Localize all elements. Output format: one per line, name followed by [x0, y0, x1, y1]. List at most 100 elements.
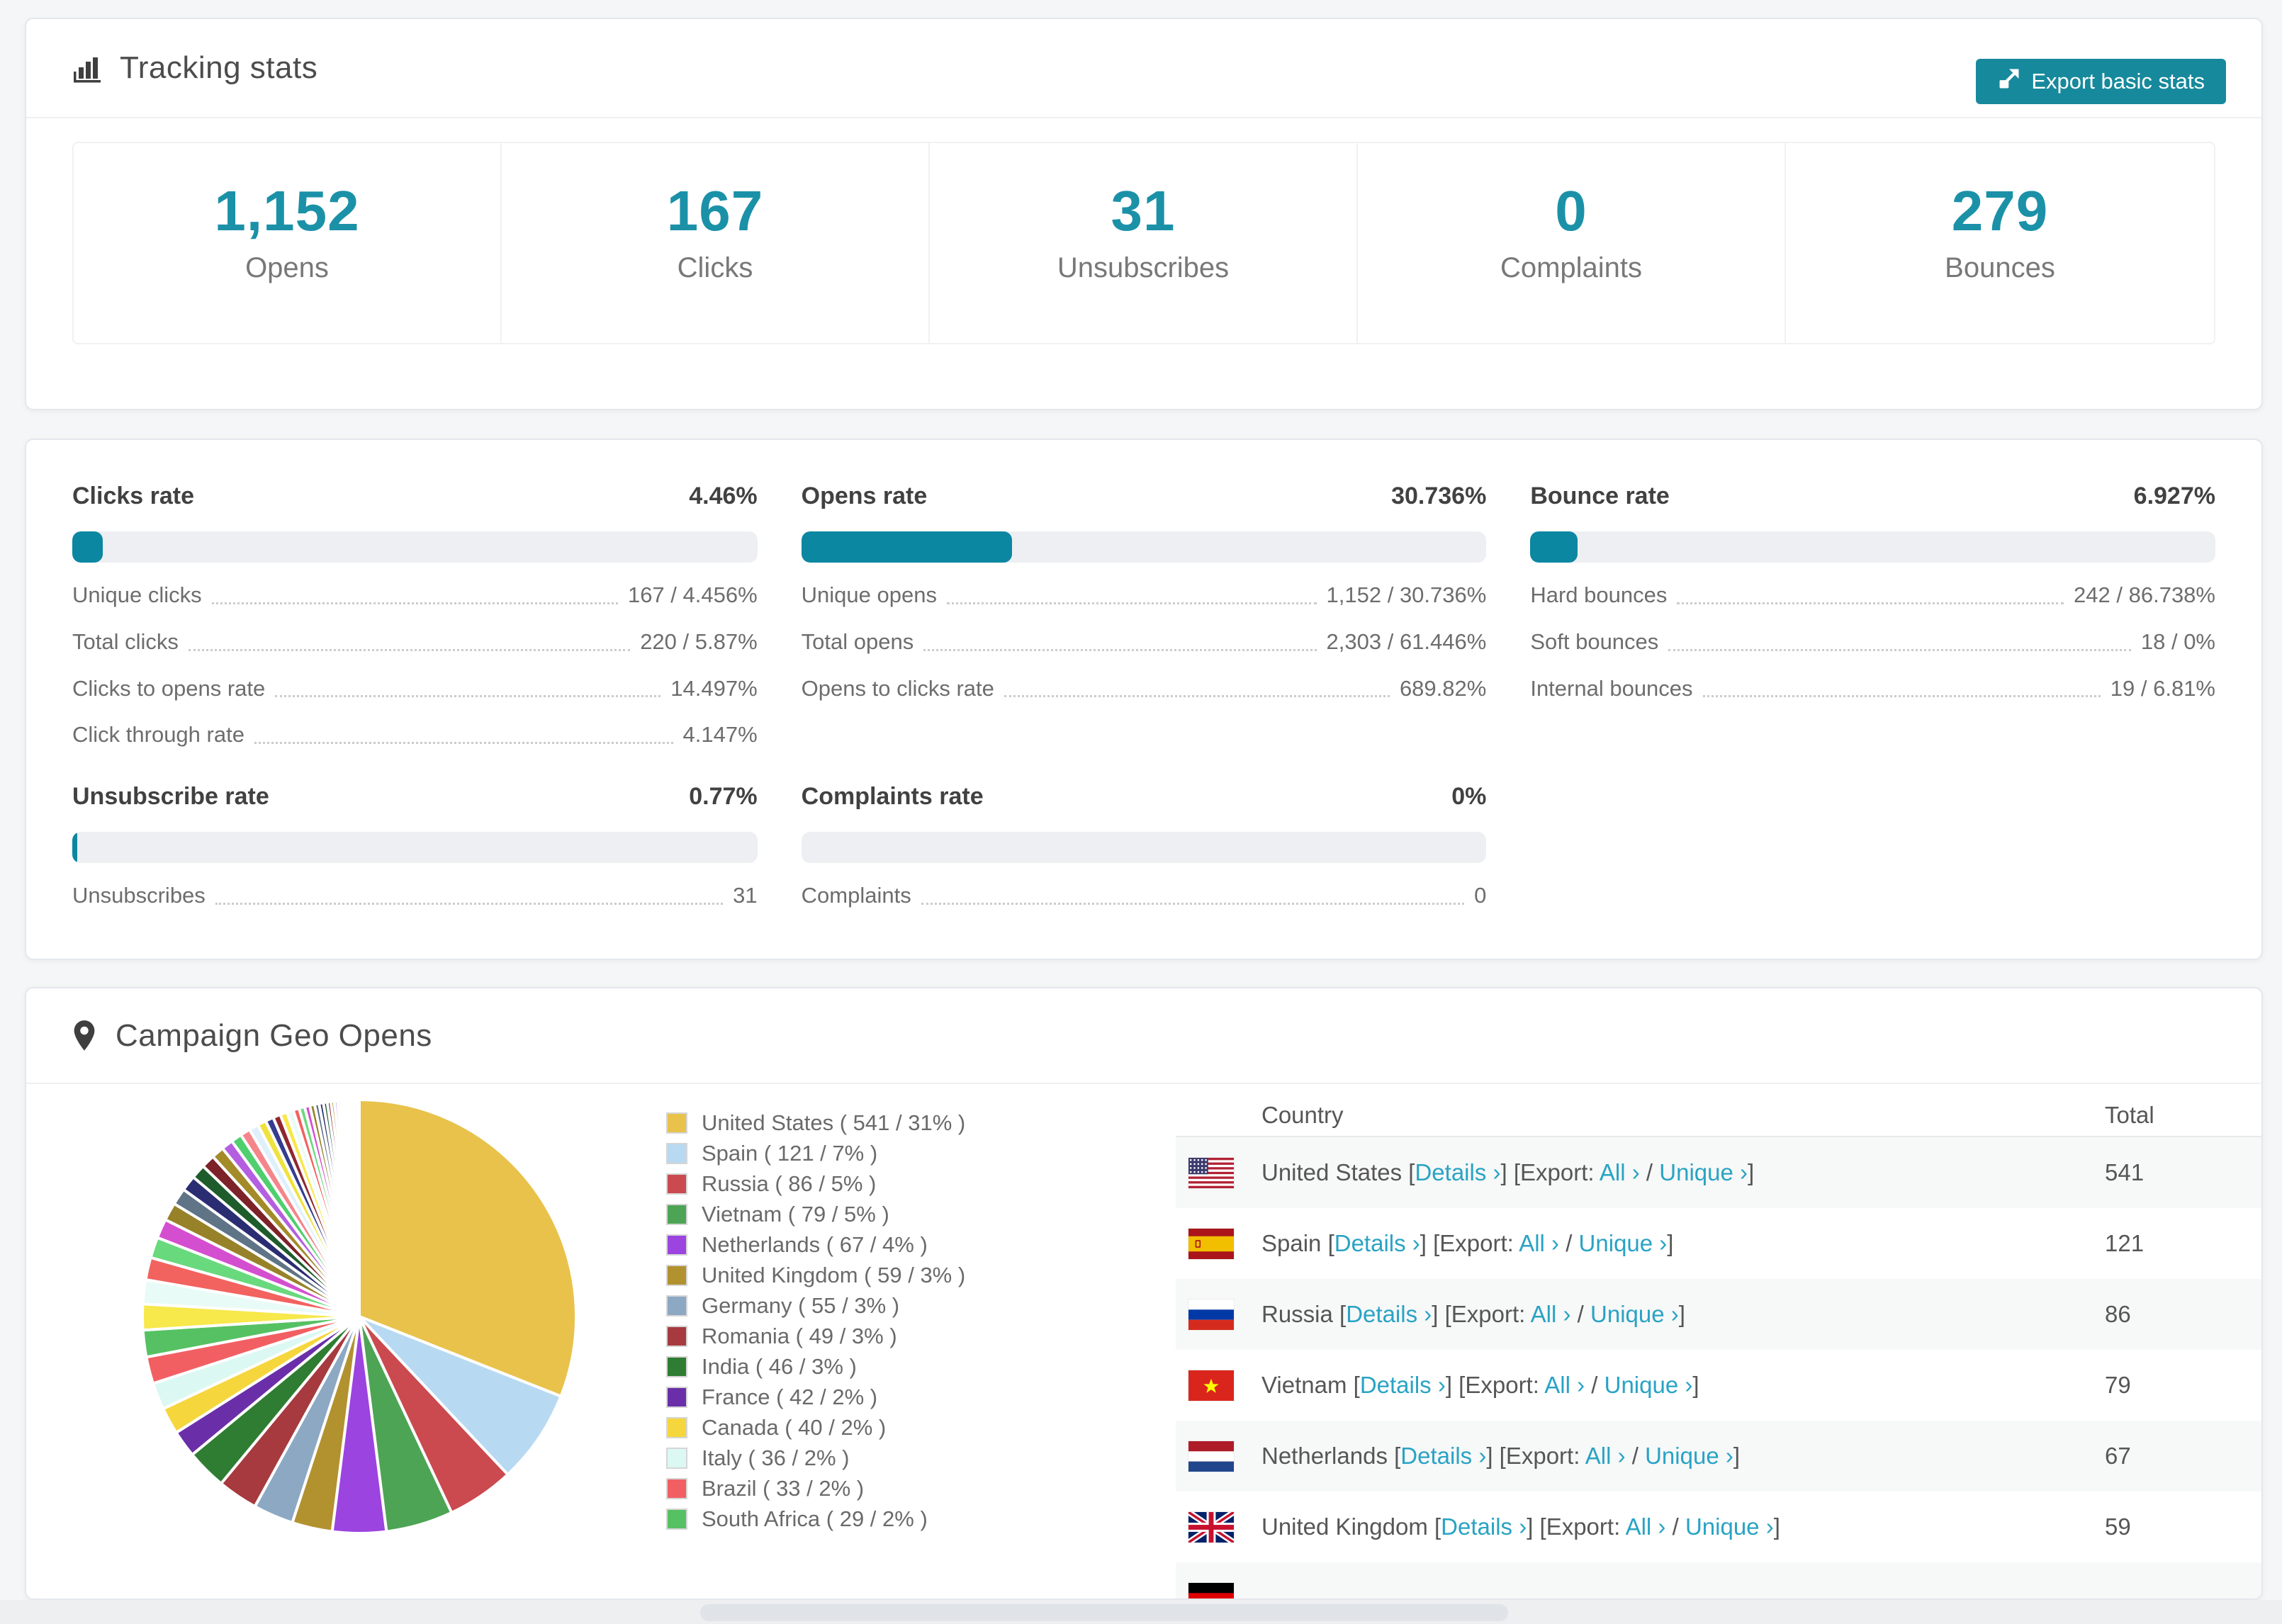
export-all-link[interactable]: All ›: [1625, 1513, 1666, 1540]
details-link[interactable]: Details ›: [1346, 1301, 1432, 1327]
country-name: Vietnam: [1261, 1372, 1347, 1398]
total-cell: 79: [2105, 1372, 2131, 1398]
page-bottom-strip: [0, 1600, 2282, 1624]
pie-slice-other-39[interactable]: [356, 1098, 361, 1318]
legend-item-brazil[interactable]: Brazil ( 33 / 2% ): [666, 1473, 965, 1504]
bottom-scrollbar[interactable]: [700, 1604, 1508, 1621]
legend-label: Brazil ( 33 / 2% ): [702, 1475, 865, 1501]
legend-item-romania[interactable]: Romania ( 49 / 3% ): [666, 1321, 965, 1351]
rate-progress-bar: [801, 832, 1487, 863]
export-all-link[interactable]: All ›: [1519, 1230, 1560, 1256]
export-unique-link[interactable]: Unique ›: [1685, 1513, 1774, 1540]
legend-item-russia[interactable]: Russia ( 86 / 5% ): [666, 1168, 965, 1199]
dotted-leader: [188, 648, 631, 651]
legend-item-germany[interactable]: Germany ( 55 / 3% ): [666, 1290, 965, 1321]
geo-pie-chart[interactable]: [118, 1076, 600, 1557]
stat-label: Bounces: [1945, 252, 2055, 283]
legend-swatch: [666, 1416, 687, 1438]
rate-row-label: Total clicks: [72, 628, 179, 654]
top-stats-grid: 1,152 Opens 167 Clicks 31 Unsubscribes 0 Compla…: [72, 142, 2215, 344]
details-link[interactable]: Details ›: [1334, 1230, 1420, 1256]
stat-value: 279: [1951, 179, 2049, 242]
total-cell: 121: [2105, 1230, 2145, 1256]
complaints-rate-block: Complaints rate 0% Complaints 0: [801, 783, 1487, 910]
details-link[interactable]: Details ›: [1415, 1159, 1501, 1185]
details-link[interactable]: Details ›: [1359, 1372, 1446, 1398]
rate-row-label: Unique clicks: [72, 582, 202, 607]
stat-value: 0: [1555, 179, 1587, 242]
rate-row-label: Soft bounces: [1530, 628, 1659, 654]
opens-rate-block: Opens rate 30.736% Unique opens 1,152 / 30.…: [801, 483, 1487, 749]
export-all-link[interactable]: All ›: [1585, 1443, 1626, 1469]
legend-item-united-states[interactable]: United States ( 541 / 31% ): [666, 1107, 965, 1138]
total-cell: 86: [2105, 1301, 2131, 1327]
legend-item-india[interactable]: India ( 46 / 3% ): [666, 1351, 965, 1382]
export-basic-stats-button[interactable]: Export basic stats: [1976, 59, 2226, 104]
legend-item-south-africa[interactable]: South Africa ( 29 / 2% ): [666, 1504, 965, 1534]
country-cell: United States [Details ›] [Export: All ›…: [1261, 1159, 1755, 1185]
export-unique-link[interactable]: Unique ›: [1659, 1159, 1748, 1185]
export-unique-link[interactable]: Unique ›: [1645, 1443, 1733, 1469]
gb-flag-icon: [1188, 1511, 1234, 1543]
legend-item-canada[interactable]: Canada ( 40 / 2% ): [666, 1412, 965, 1443]
geo-title: Campaign Geo Opens: [116, 1017, 432, 1053]
legend-label: Vietnam ( 79 / 5% ): [702, 1201, 889, 1227]
legend-swatch: [666, 1295, 687, 1316]
rate-row-value: 220 / 5.87%: [640, 628, 758, 654]
legend-item-united-kingdom[interactable]: United Kingdom ( 59 / 3% ): [666, 1260, 965, 1290]
legend-swatch: [666, 1203, 687, 1225]
rate-row-label: Opens to clicks rate: [801, 675, 994, 701]
rate-row-value: 2,303 / 61.446%: [1326, 628, 1487, 654]
rate-row-value: 14.497%: [670, 675, 758, 701]
column-header-country: Country: [1261, 1102, 1344, 1128]
rates-grid: Clicks rate 4.46% Unique clicks 167 / 4.456…: [72, 483, 2215, 910]
rate-value: 6.927%: [2133, 483, 2215, 509]
dotted-leader: [1677, 602, 2064, 604]
dotted-leader: [1702, 695, 2101, 698]
export-unique-link[interactable]: Unique ›: [1604, 1372, 1693, 1398]
country-cell: Russia [Details ›] [Export: All › / Uniq…: [1261, 1301, 1685, 1327]
country-cell: Vietnam [Details ›] [Export: All › / Uni…: [1261, 1372, 1699, 1398]
legend-item-netherlands[interactable]: Netherlands ( 67 / 4% ): [666, 1229, 965, 1260]
tracking-stats-card: Tracking stats Export basic stats 1,152 O…: [25, 18, 2263, 410]
legend-label: Russia ( 86 / 5% ): [702, 1171, 877, 1196]
card-title: Tracking stats: [120, 50, 318, 85]
clicks-rate-block: Clicks rate 4.46% Unique clicks 167 / 4.456…: [72, 483, 758, 749]
dotted-leader: [211, 602, 618, 604]
pie-slice-spain[interactable]: [358, 1315, 563, 1477]
export-unique-link[interactable]: Unique ›: [1590, 1301, 1679, 1327]
dotted-leader: [921, 902, 1465, 905]
legend-item-spain[interactable]: Spain ( 121 / 7% ): [666, 1138, 965, 1168]
export-all-link[interactable]: All ›: [1599, 1159, 1640, 1185]
rate-row-label: Complaints: [801, 883, 911, 908]
export-all-link[interactable]: All ›: [1544, 1372, 1585, 1398]
legend-label: United States ( 541 / 31% ): [702, 1110, 966, 1135]
rate-row-value: 242 / 86.738%: [2074, 582, 2215, 607]
rate-value: 4.46%: [689, 483, 758, 509]
dotted-leader: [275, 695, 661, 698]
rate-row-value: 31: [733, 883, 758, 908]
pie-legend: United States ( 541 / 31% ) Spain ( 121 /…: [666, 1107, 965, 1534]
legend-label: India ( 46 / 3% ): [702, 1353, 857, 1379]
legend-item-vietnam[interactable]: Vietnam ( 79 / 5% ): [666, 1199, 965, 1229]
rate-value: 30.736%: [1391, 483, 1487, 509]
legend-item-france[interactable]: France ( 42 / 2% ): [666, 1382, 965, 1412]
legend-swatch: [666, 1234, 687, 1256]
campaign-geo-opens-card: Campaign Geo Opens United States ( 541 /…: [25, 987, 2263, 1600]
rate-value: 0.77%: [689, 783, 758, 810]
details-link[interactable]: Details ›: [1400, 1443, 1487, 1469]
details-link[interactable]: Details ›: [1441, 1513, 1527, 1540]
legend-item-italy[interactable]: Italy ( 36 / 2% ): [666, 1443, 965, 1473]
legend-swatch: [666, 1264, 687, 1286]
legend-swatch: [666, 1447, 687, 1469]
dotted-leader: [946, 602, 1317, 604]
pie-slice-united-states[interactable]: [358, 1098, 578, 1398]
export-unique-link[interactable]: Unique ›: [1578, 1230, 1668, 1256]
rate-row: Clicks to opens rate 14.497%: [72, 675, 758, 703]
country-name: Russia: [1261, 1301, 1333, 1327]
rate-title: Complaints rate: [801, 783, 984, 810]
rate-row-label: Hard bounces: [1530, 582, 1668, 607]
export-icon: [1997, 67, 2021, 96]
export-all-link[interactable]: All ›: [1530, 1301, 1571, 1327]
rate-title: Opens rate: [801, 483, 928, 509]
